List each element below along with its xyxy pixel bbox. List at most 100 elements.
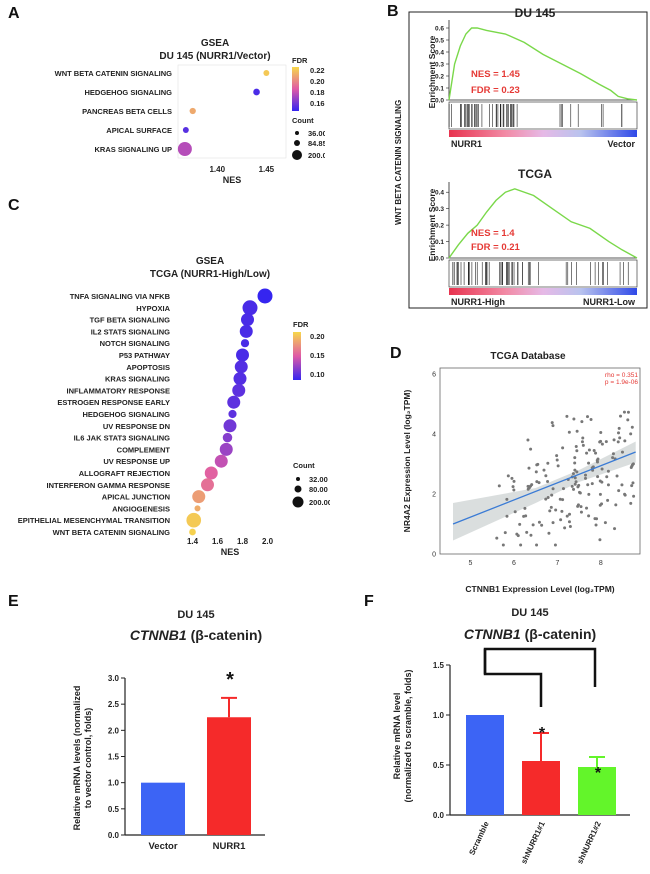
panel-d-point [579,505,583,509]
panel-c-category-label: INFLAMMATORY RESPONSE [67,386,170,395]
panel-d-point [576,503,580,507]
bar [578,767,616,815]
panel-label-d: D [390,345,402,362]
panel-c-category-label: WNT BETA CATENIN SIGNALING [53,528,171,537]
panel-d-point [568,512,572,516]
panel-f-comparison-bracket-2 [483,649,543,707]
panel-d-point [530,483,534,487]
panel-c-point [242,300,258,316]
panel-d-point [501,543,505,547]
bar-y-tick-label: 0.0 [108,831,120,840]
panel-f: F DU 145 CTNNB1 (β-catenin) Relative mRNA… [364,593,630,865]
panel-a-fdr-legend-title: FDR [292,56,308,65]
panel-c-category-label: KRAS SIGNALING [105,375,170,384]
bar-category-label: Vector [148,841,177,852]
panel-d-point [540,523,544,527]
panel-a-count-dot-small [295,131,299,135]
panel-c-category-label: COMPLEMENT [117,445,171,454]
panel-a-x-tick: 1.45 [259,165,275,174]
panel-a-category-label: PANCREAS BETA CELLS [82,107,172,116]
panel-e-title: DU 145 [177,609,214,621]
panel-a-fdr-colorbar [292,67,299,111]
panel-d-point [586,483,590,487]
panel-d-point [623,492,627,496]
panel-d-point [563,526,567,530]
panel-c-count-value-1: 32.00 [309,475,328,484]
panel-d-point [537,520,541,524]
panel-d-point [606,483,610,487]
panel-e-plot: 0.0 0.5 1.0 1.5 2.0 2.5 3.0 Vector NURR1 [108,674,265,852]
panel-d-point [561,498,565,502]
panel-c-count-dot-large [292,496,304,508]
panel-d-point [581,436,585,440]
panel-f-significance-star-1: * [539,725,546,742]
panel-c-category-label: APICAL JUNCTION [102,493,170,502]
bar [466,715,504,815]
panel-d-point [567,430,571,434]
panel-d-point [580,440,584,444]
panel-d-point [587,514,591,518]
panel-d-point [551,521,555,525]
panel-b-top-y-ticks: 0.6 0.5 0.4 0.3 0.2 0.1 0.0 [435,26,449,105]
panel-d-point [594,523,598,527]
panel-c-title-1: GSEA [196,256,224,267]
panel-d-plot: 5 6 7 8 0 2 4 6 [432,372,636,567]
panel-a-title-2: DU 145 (NURR1/Vector) [159,51,270,62]
panel-label-e: E [8,593,19,610]
panel-a-category-label: WNT BETA CATENIN SIGNALING [55,69,173,78]
panel-d-point [584,473,588,477]
panel-d-point [573,468,577,472]
panel-d-point [574,445,578,449]
panel-d-point [617,489,621,493]
panel-d-point [605,475,609,479]
panel-d-point [553,543,557,547]
panel-d-y-tick: 0 [432,552,436,559]
panel-d-point [549,505,553,509]
panel-d-point [550,493,554,497]
panel-d-point [513,510,517,514]
panel-c-point [228,409,237,419]
panel-d-point [573,461,577,465]
panel-d-point [512,488,516,492]
panel-d-point [503,531,507,535]
panel-d-point [573,476,577,480]
panel-a-category-label: KRAS SIGNALING UP [94,145,172,154]
panel-b-bottom-fdr: FDR = 0.21 [471,242,521,253]
panel-d-point [571,472,575,476]
panel-d-point [620,450,624,454]
bar-y-tick-label: 1.5 [108,753,120,762]
panel-d-point [522,514,526,518]
panel-d-point [631,462,635,466]
panel-d-point [560,509,564,513]
panel-d-point [598,479,602,483]
panel-c-x-tick: 1.6 [212,537,224,546]
panel-c-point [239,324,253,338]
panel-d-point [584,476,588,480]
panel-d-point [604,440,608,444]
panel-c-point [241,313,254,327]
panel-d-point [592,448,596,452]
panel-b-y-tick-label: 0.4 [435,190,444,197]
panel-d-point [505,514,509,518]
panel-a-fdr-tick-3: 0.18 [310,88,325,97]
panel-c-point [219,442,233,456]
bar [141,782,185,835]
panel-d-point [629,501,633,505]
panel-a-plot: WNT BETA CATENIN SIGNALING HEDGEHOG SIGNA… [55,64,287,174]
panel-d-point [606,498,610,502]
panel-d-point [568,524,572,528]
panel-d-point [590,482,594,486]
panel-d-point [529,447,533,451]
panel-a-plot-frame [177,64,287,159]
panel-b-bottom-y-ticks: 0.4 0.3 0.2 0.1 0.0 [435,190,449,263]
panel-d-point [611,456,615,460]
panel-a-count-value-1: 36.00 [308,129,325,138]
panel-d-point [585,506,589,510]
panel-d-point [591,465,595,469]
panel-d-point [603,521,607,525]
panel-d-point [575,429,579,433]
panel-d-point [497,484,501,488]
panel-d-point [579,510,583,514]
panel-d-point [580,420,584,424]
panel-d-point [510,476,514,480]
